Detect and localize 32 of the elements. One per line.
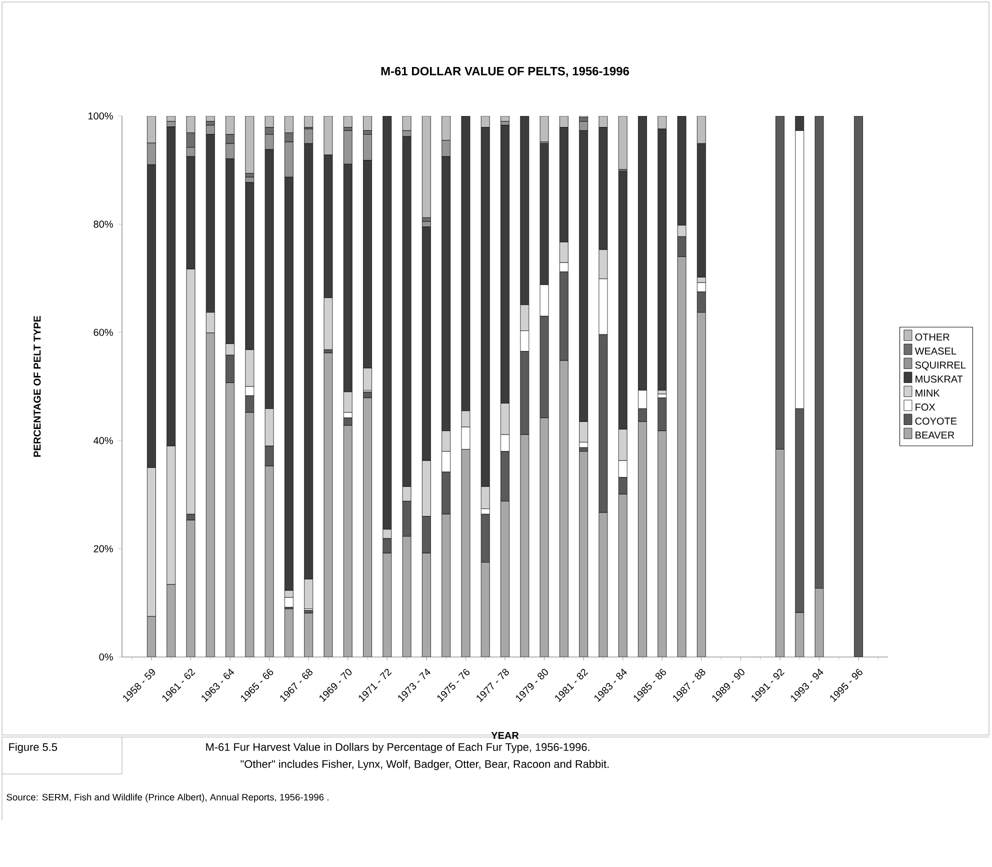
legend-label: WEASEL <box>914 348 956 355</box>
y-tick-label: 80% <box>94 220 113 228</box>
source-note: Source: SERM, Fish and Wildlife (Prince Albert), Annual Reports, 1956-1996 . <box>6 794 328 802</box>
legend-label: OTHER <box>915 333 950 341</box>
text: M-61 Fur Harvest Value in Dollars by Percentage of Each Fur Type, 1956-1996. <box>206 742 590 754</box>
legend-label: SQUIRREL <box>915 362 966 370</box>
bar <box>206 116 215 122</box>
caption: Figure 5.5 <box>9 742 58 754</box>
y-axis-title: PERCENTAGE OF PELT TYPE <box>34 316 41 457</box>
bar <box>245 116 254 174</box>
bar <box>579 451 588 657</box>
y-tick-label: 20% <box>94 545 113 552</box>
x-axis-title: YEAR <box>491 732 519 739</box>
legend-label: COYOTE <box>915 418 957 425</box>
y-tick-label: 40% <box>94 437 113 444</box>
bar <box>363 116 372 131</box>
bar <box>343 116 352 128</box>
bar <box>304 612 314 657</box>
bar <box>540 116 549 142</box>
y-tick-label: 100% <box>88 112 113 120</box>
bar <box>618 116 628 170</box>
y-tick-label: 0% <box>99 653 113 661</box>
y-tick-label: 60% <box>94 328 113 336</box>
bar <box>324 352 333 657</box>
legend-label: MINK <box>916 390 940 397</box>
legend-label: BEAVER <box>916 432 954 439</box>
text: "Other" includes Fisher, Lynx, Wolf, Badger, Otter, Bear, Racoon and Rabbit. <box>240 760 609 770</box>
legend-label: FOX <box>916 404 936 411</box>
bar <box>422 116 431 218</box>
bar <box>500 116 510 122</box>
chart-title: M-61 DOLLAR VALUE OF PELTS, 1956-1996 <box>381 66 630 78</box>
legend-label: MUSKRAT <box>916 376 963 383</box>
